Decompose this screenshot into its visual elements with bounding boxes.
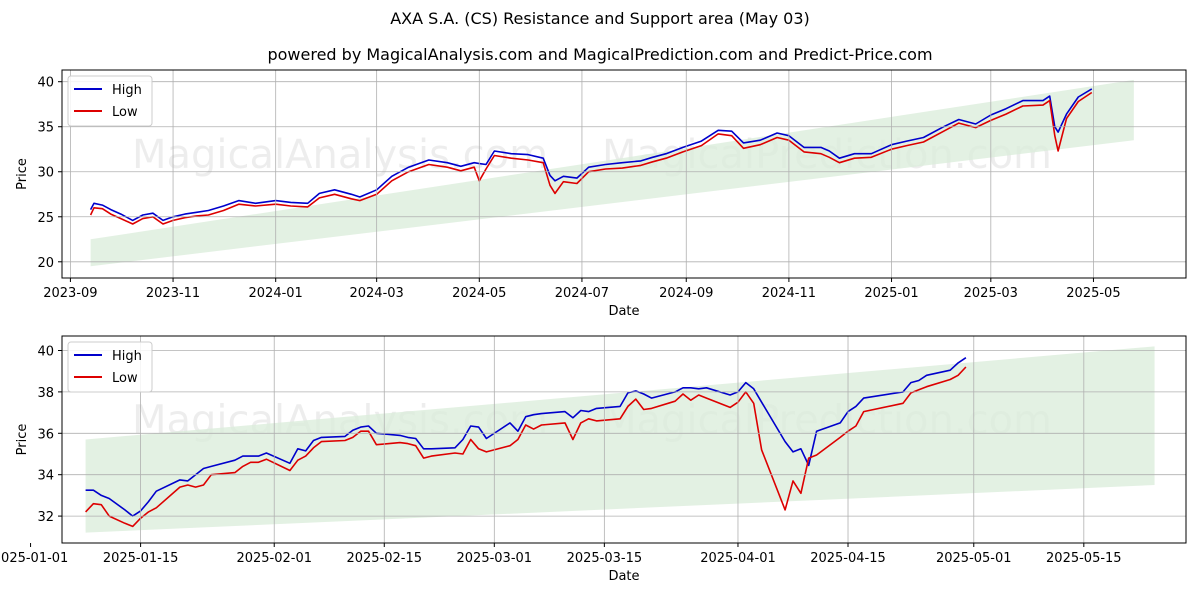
y-tick-label: 34 <box>37 469 54 484</box>
y-tick-label: 35 <box>37 121 54 136</box>
y-tick-label: 40 <box>37 76 54 91</box>
x-tick-label: 2025-05 <box>1066 286 1120 301</box>
x-tick-label: 2025-01 <box>864 286 918 301</box>
plot-frame <box>61 335 1187 544</box>
x-tick-label: 2025-02-01 <box>236 551 312 566</box>
x-tick-label: 2024-05 <box>452 286 506 301</box>
x-tick-label: 2025-05-15 <box>1046 551 1122 566</box>
plot-area: MagicalAnalysis.comMagicalPrediction.com <box>89 79 1134 267</box>
y-tick-label: 25 <box>37 211 54 226</box>
legend-label-low: Low <box>112 371 138 386</box>
x-tick-label: 2024-03 <box>349 286 403 301</box>
y-tick-label: 38 <box>37 386 54 401</box>
x-tick-label: 2025-04-15 <box>810 551 886 566</box>
x-tick-label: 2024-11 <box>762 286 816 301</box>
x-tick-label: 2025-03 <box>964 286 1018 301</box>
x-tick-label: 2025-04-01 <box>700 551 776 566</box>
chart-title: AXA S.A. (CS) Resistance and Support are… <box>390 9 810 28</box>
legend-label-high: High <box>112 83 142 98</box>
y-tick-label: 32 <box>37 510 54 525</box>
x-tick-label: 2024-07 <box>555 286 609 301</box>
series-line-high <box>89 88 1093 222</box>
x-tick-label: 2023-09 <box>43 286 97 301</box>
series-line-low <box>89 91 1093 225</box>
x-tick-label: 2025-01-01 <box>0 551 68 566</box>
legend-label-low: Low <box>112 105 138 120</box>
y-tick-label: 40 <box>37 344 54 359</box>
x-axis-label: Date <box>608 569 639 584</box>
x-tick-label: 2023-11 <box>146 286 200 301</box>
plot-area: MagicalAnalysis.comMagicalPrediction.com <box>85 346 1155 533</box>
x-tick-label: 2025-02-15 <box>346 551 422 566</box>
plot-frame <box>61 69 1187 279</box>
chart-panel-1: MagicalAnalysis.comMagicalPrediction.com… <box>15 69 1187 319</box>
watermark: MagicalAnalysis.com <box>132 132 548 178</box>
y-tick-label: 36 <box>37 427 54 442</box>
series-line-high <box>85 357 967 517</box>
x-tick-label: 2025-03-01 <box>457 551 533 566</box>
legend-label-high: High <box>112 349 142 364</box>
x-tick-label: 2025-01-15 <box>103 551 179 566</box>
chart-subtitle: powered by MagicalAnalysis.com and Magic… <box>267 45 933 64</box>
legend: High Low <box>67 75 153 127</box>
x-tick-label: 2024-01 <box>249 286 303 301</box>
legend: High Low <box>67 341 153 393</box>
y-tick-label: 20 <box>37 256 54 271</box>
x-axis-label: Date <box>608 304 639 319</box>
y-tick-label: 30 <box>37 166 54 181</box>
x-tick-label: 2024-09 <box>659 286 713 301</box>
x-tick-label: 2025-03-15 <box>567 551 643 566</box>
x-tick-label: 2025-05-01 <box>936 551 1012 566</box>
chart-panel-2: MagicalAnalysis.comMagicalPrediction.com… <box>0 335 1187 584</box>
y-axis-label: Price <box>15 424 30 456</box>
support-resistance-band <box>85 346 1155 533</box>
y-axis-label: Price <box>15 158 30 190</box>
